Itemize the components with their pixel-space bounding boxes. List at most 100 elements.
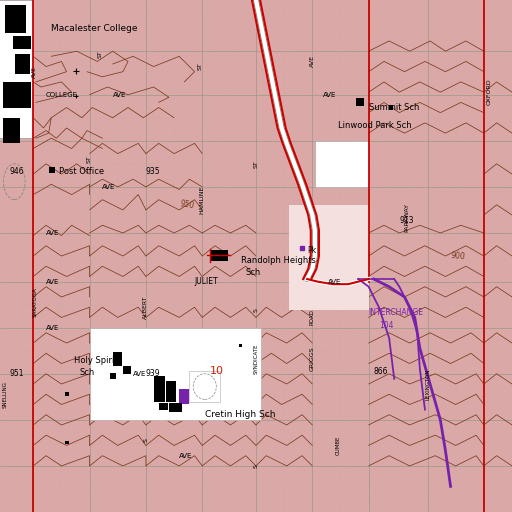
- Point: [72, 366, 80, 374]
- Point: [164, 64, 173, 72]
- Point: [366, 410, 374, 418]
- Point: [106, 203, 115, 211]
- Point: [8, 131, 16, 139]
- Point: [438, 333, 446, 342]
- Point: [223, 378, 231, 386]
- Point: [118, 376, 126, 385]
- Point: [0, 389, 6, 397]
- Point: [12, 69, 20, 77]
- Point: [466, 113, 475, 121]
- Point: [446, 193, 455, 201]
- Point: [67, 219, 75, 227]
- Point: [484, 127, 493, 135]
- Point: [67, 201, 75, 209]
- Point: [138, 0, 146, 5]
- Point: [221, 111, 229, 119]
- Point: [54, 176, 62, 184]
- Point: [338, 335, 346, 344]
- Point: [371, 328, 379, 336]
- Point: [205, 115, 214, 123]
- Point: [167, 270, 175, 279]
- Point: [191, 234, 199, 242]
- Point: [47, 486, 55, 494]
- Point: [482, 8, 490, 16]
- Point: [377, 133, 385, 141]
- Point: [61, 20, 70, 28]
- Point: [317, 374, 326, 382]
- Point: [219, 229, 227, 238]
- Point: [118, 236, 126, 244]
- Point: [97, 221, 105, 229]
- Point: [445, 110, 454, 118]
- Point: [216, 84, 224, 93]
- Point: [324, 347, 332, 355]
- Point: [68, 498, 76, 506]
- Point: [374, 185, 382, 193]
- Point: [310, 448, 318, 456]
- Point: [39, 325, 48, 333]
- Point: [313, 100, 321, 108]
- Point: [145, 430, 154, 438]
- Point: [455, 359, 463, 367]
- Point: [301, 32, 309, 40]
- Point: [112, 45, 120, 53]
- Point: [296, 129, 304, 137]
- Point: [203, 186, 211, 194]
- Point: [166, 359, 174, 368]
- Point: [242, 49, 250, 57]
- Point: [26, 280, 34, 288]
- Point: [195, 197, 203, 205]
- Point: [400, 190, 408, 198]
- Point: [32, 378, 40, 386]
- Point: [223, 456, 231, 464]
- Point: [305, 306, 313, 314]
- Point: [422, 350, 431, 358]
- Point: [159, 302, 167, 310]
- Point: [167, 246, 176, 254]
- Point: [267, 118, 275, 126]
- Point: [83, 150, 92, 158]
- Point: [276, 165, 284, 174]
- Point: [473, 336, 481, 344]
- Point: [378, 148, 386, 157]
- Point: [110, 312, 118, 320]
- Point: [489, 401, 497, 410]
- Point: [472, 175, 480, 183]
- Point: [309, 32, 317, 40]
- Point: [36, 482, 45, 490]
- Point: [57, 53, 65, 61]
- Point: [335, 215, 344, 223]
- Point: [93, 94, 101, 102]
- Point: [345, 164, 353, 172]
- Point: [236, 339, 244, 347]
- Point: [413, 121, 421, 129]
- Point: [229, 506, 237, 512]
- Point: [258, 100, 266, 109]
- Point: [408, 103, 416, 112]
- Point: [41, 66, 49, 74]
- Point: [201, 3, 209, 11]
- Point: [94, 239, 102, 247]
- Point: [154, 193, 162, 201]
- Point: [104, 101, 112, 110]
- Point: [9, 98, 17, 106]
- Point: [5, 335, 13, 344]
- Point: [247, 201, 255, 209]
- Text: AVE: AVE: [179, 453, 193, 459]
- Point: [369, 478, 377, 486]
- Point: [349, 504, 357, 512]
- Point: [242, 350, 250, 358]
- Point: [266, 325, 274, 333]
- Point: [223, 492, 231, 500]
- Point: [29, 43, 37, 51]
- Point: [79, 278, 88, 286]
- Point: [150, 363, 158, 371]
- Point: [460, 169, 468, 178]
- Point: [248, 304, 256, 312]
- Point: [386, 476, 394, 484]
- Point: [489, 34, 498, 42]
- Point: [507, 329, 512, 337]
- Point: [398, 262, 406, 270]
- Point: [316, 30, 325, 38]
- Point: [390, 106, 398, 115]
